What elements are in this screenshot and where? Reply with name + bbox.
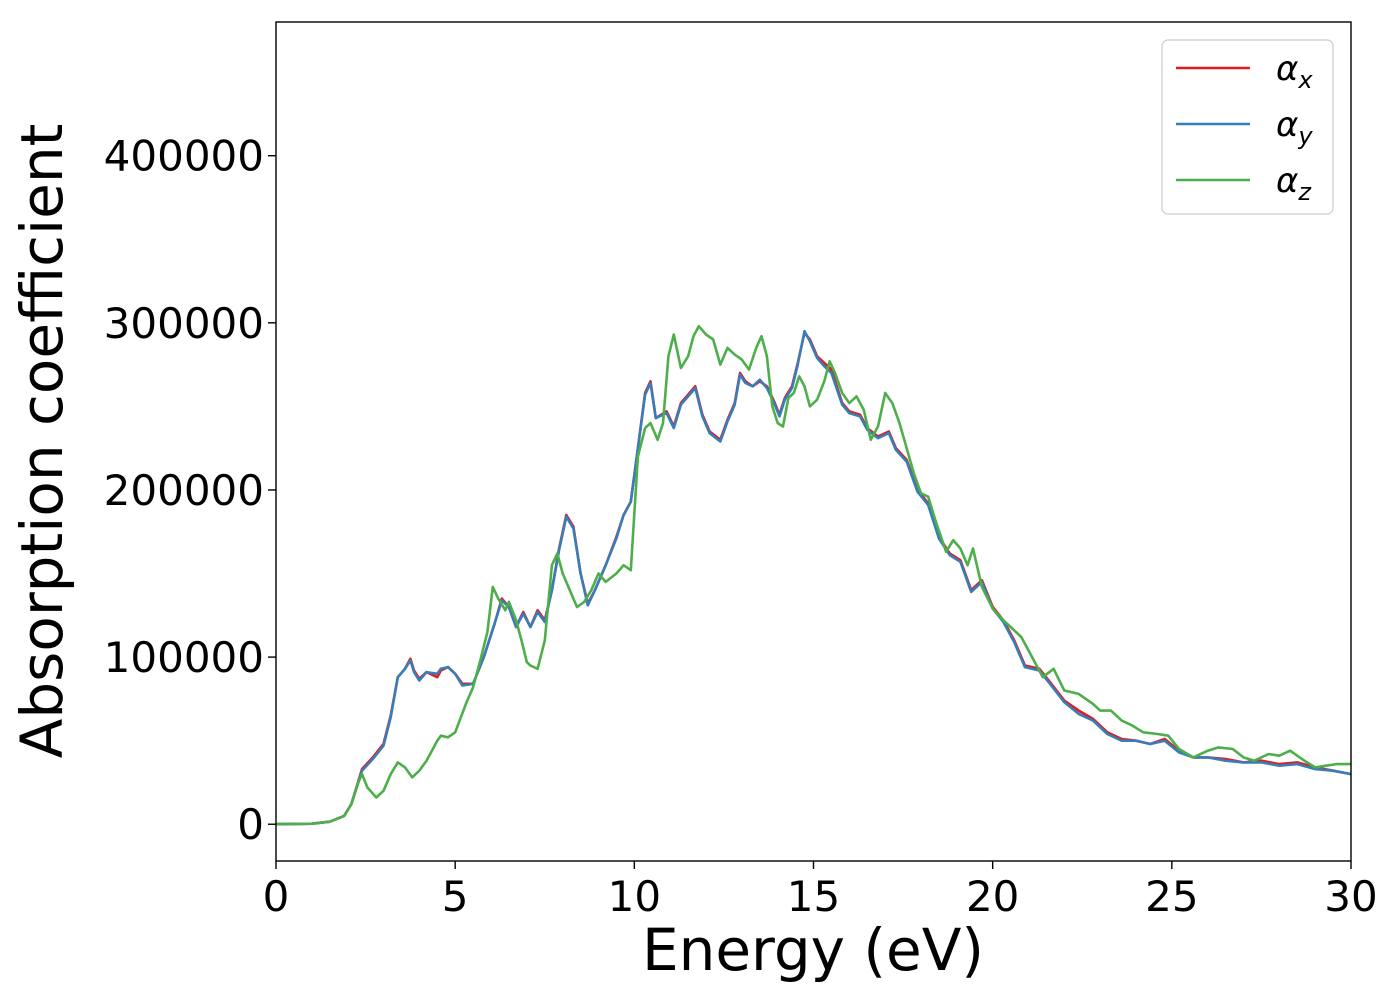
x-tick-label: 25 [1145,872,1198,921]
x-tick-label: 15 [787,872,840,921]
x-tick-label: 20 [966,872,1019,921]
y-axis-label: Absorption coefficient [8,124,76,759]
y-tick-label: 400000 [104,132,264,181]
x-tick-label: 10 [608,872,661,921]
x-tick-label: 0 [263,872,290,921]
legend-box [1161,39,1334,215]
series-line-y [275,329,1352,826]
series-line-z [275,324,1351,826]
y-axis: 0 100000 200000 300000 400000 [104,132,276,849]
x-axis: 0 5 10 15 20 25 30 [263,861,1378,921]
y-tick-label: 300000 [104,299,264,348]
y-tick-label: 200000 [104,466,264,515]
y-tick-label: 100000 [104,633,264,682]
y-tick-label: 0 [237,800,264,849]
x-tick-label: 5 [442,872,469,921]
x-tick-label: 30 [1324,872,1377,921]
x-axis-label: Energy (eV) [642,916,984,984]
series-layer [275,324,1352,826]
